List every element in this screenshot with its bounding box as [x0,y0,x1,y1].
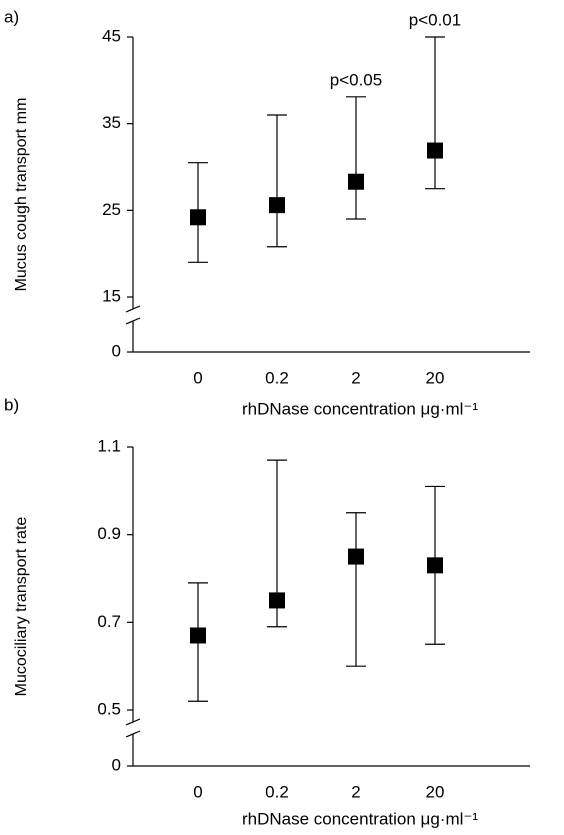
marker [348,548,364,565]
y-tick-label: 0.5 [97,699,121,718]
x-tick-label: 2 [351,368,360,387]
x-axis-label: rhDNase concentration μg·ml⁻¹ [242,809,478,828]
marker [348,173,364,190]
y-tick-label: 1.1 [97,436,121,455]
marker [427,142,443,159]
x-tick-label: 0 [193,368,202,387]
axis-break [125,317,141,325]
marker [190,627,206,644]
axis-break [125,730,141,738]
y-tick-label: 35 [102,113,121,132]
x-tick-label: 2 [351,782,360,801]
x-tick-label: 20 [426,782,445,801]
marker [269,197,285,214]
x-tick-label: 0 [193,782,202,801]
axis-break [125,718,141,726]
y-tick-label: 45 [102,26,121,45]
significance-label: p<0.01 [409,10,461,29]
marker [190,209,206,226]
axis-break [125,305,141,313]
y-tick-label: 15 [102,286,121,305]
significance-label: p<0.05 [330,70,382,89]
x-tick-label: 0.2 [265,368,289,387]
y-axis-label: Mucus cough transport mm [13,98,30,292]
y-tick-label: 25 [102,200,121,219]
marker [427,557,443,574]
x-tick-label: 0.2 [265,782,289,801]
x-axis-label: rhDNase concentration μg·ml⁻¹ [242,399,478,418]
x-tick-label: 20 [426,368,445,387]
y-tick-label: 0 [112,341,121,360]
y-tick-label: 0 [112,755,121,774]
y-tick-label: 0.9 [97,524,121,543]
panel-label: a) [4,7,19,26]
panel-label: b) [4,395,19,414]
y-axis-label: Mucociliary transport rate [13,517,30,697]
y-tick-label: 0.7 [97,612,121,631]
marker [269,592,285,609]
